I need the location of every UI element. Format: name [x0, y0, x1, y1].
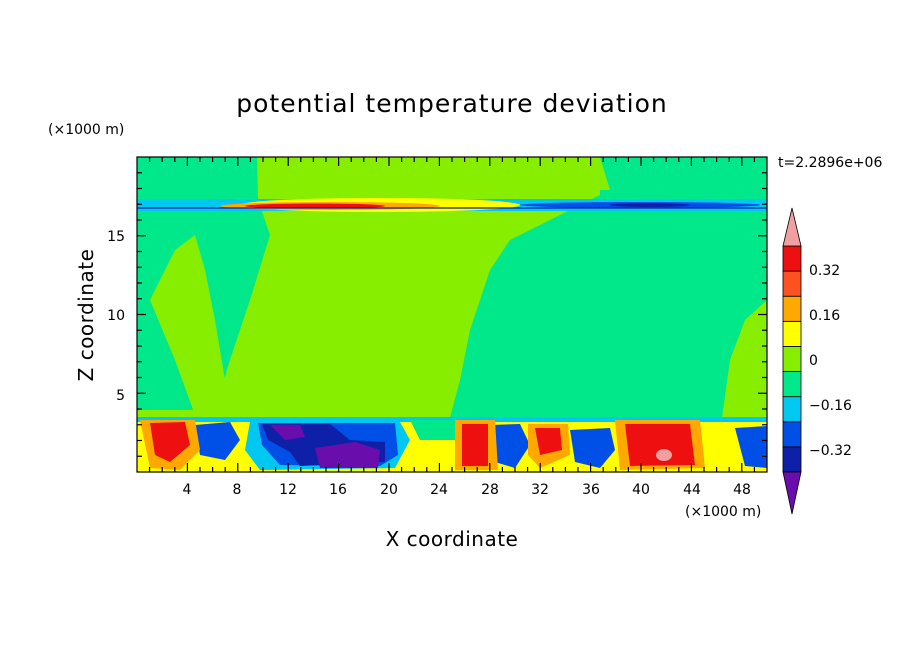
bl-warm-4	[462, 424, 488, 466]
colorbar-label: −0.16	[809, 398, 852, 414]
x-axis-label: X coordinate	[386, 527, 519, 551]
colorbar-swatch	[782, 346, 802, 372]
time-label: t=2.2896e+06	[778, 155, 882, 171]
y-tick-labels: 5 10 15	[107, 229, 125, 404]
bl-cold-10	[410, 420, 455, 440]
x-tick-label: 28	[481, 482, 499, 498]
bl-warm-peak	[656, 449, 672, 461]
field-right-edge-tongue	[722, 300, 767, 418]
contour-field	[137, 157, 767, 472]
y-axis-label: Z coordinate	[74, 249, 98, 382]
axis-ticks	[137, 157, 767, 472]
bl-warm-8	[625, 424, 695, 466]
x-tick-label: 12	[279, 482, 297, 498]
bl-cold-8	[570, 428, 615, 468]
colorbar-swatch	[782, 421, 802, 448]
field-top-strip-left	[137, 157, 257, 197]
x-tick-label: 44	[683, 482, 701, 498]
colorbar-labels: 0.32 0.16 0 −0.16 −0.32	[809, 263, 852, 459]
y-units-label: (×1000 m)	[48, 122, 124, 138]
colorbar	[782, 207, 802, 515]
x-tick-labels: 4 8 12 16 20 24 28 32 36 40 44 48	[183, 482, 751, 498]
bl-cold-9	[735, 426, 767, 468]
y-tick-label: 5	[116, 388, 125, 404]
bl-cold-5	[270, 425, 305, 440]
x-tick-label: 8	[233, 482, 242, 498]
bl-cold-1	[195, 422, 240, 460]
colorbar-label: 0.32	[809, 263, 840, 279]
colorbar-label: −0.32	[809, 443, 852, 459]
colorbar-max-arrow	[782, 207, 802, 247]
x-tick-label: 36	[582, 482, 600, 498]
x-tick-label: 24	[430, 482, 448, 498]
bl-warm-2	[150, 422, 190, 462]
x-tick-label: 48	[733, 482, 751, 498]
band-red	[245, 203, 385, 209]
y-tick-label: 10	[107, 308, 125, 324]
bl-cold-6	[315, 442, 380, 468]
band-navy	[610, 203, 690, 207]
bl-warm-6	[535, 428, 562, 455]
x-tick-label: 4	[183, 482, 192, 498]
bl-cold-7	[490, 424, 530, 468]
colorbar-swatch	[782, 320, 802, 347]
colorbar-swatch	[782, 245, 802, 272]
colorbar-swatch	[782, 270, 802, 297]
colorbar-swatch	[782, 295, 802, 322]
colorbar-swatch	[782, 396, 802, 423]
y-tick-label: 15	[107, 229, 125, 245]
x-tick-label: 32	[531, 482, 549, 498]
x-tick-label: 16	[329, 482, 347, 498]
x-tick-label: 40	[632, 482, 650, 498]
colorbar-min-arrow	[782, 471, 802, 515]
x-units-label: (×1000 m)	[685, 504, 761, 520]
field-left-tongue	[150, 235, 232, 415]
colorbar-label: 0	[809, 353, 818, 369]
colorbar-label: 0.16	[809, 308, 840, 324]
chart-title: potential temperature deviation	[236, 89, 667, 118]
field-right-negative	[450, 157, 767, 418]
colorbar-swatch	[782, 446, 802, 473]
x-tick-label: 20	[380, 482, 398, 498]
colorbar-swatch	[782, 371, 802, 398]
bl-cyan-top	[137, 417, 767, 422]
